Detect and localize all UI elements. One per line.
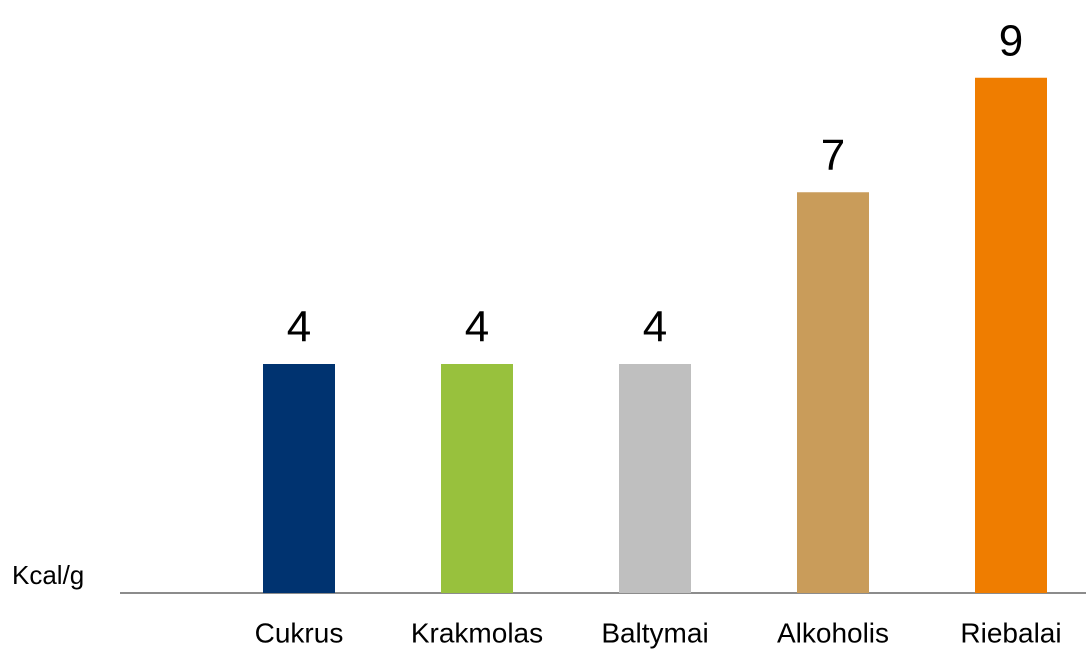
bar: [975, 77, 1047, 593]
bar: [263, 364, 335, 593]
bar: [619, 364, 691, 593]
x-tick-label: Alkoholis: [777, 617, 889, 648]
value-label: 9: [999, 16, 1023, 65]
value-label: 4: [287, 303, 311, 352]
x-tick-label: Riebalai: [960, 617, 1061, 648]
x-tick-label: Baltymai: [601, 617, 708, 648]
bar: [797, 192, 869, 593]
value-label: 4: [643, 303, 667, 352]
bar: [441, 364, 513, 593]
value-label: 7: [821, 131, 845, 180]
x-tick-label: Cukrus: [255, 617, 344, 648]
x-tick-label: Krakmolas: [411, 617, 543, 648]
y-axis-label: Kcal/g: [12, 560, 84, 590]
value-label: 4: [465, 303, 489, 352]
